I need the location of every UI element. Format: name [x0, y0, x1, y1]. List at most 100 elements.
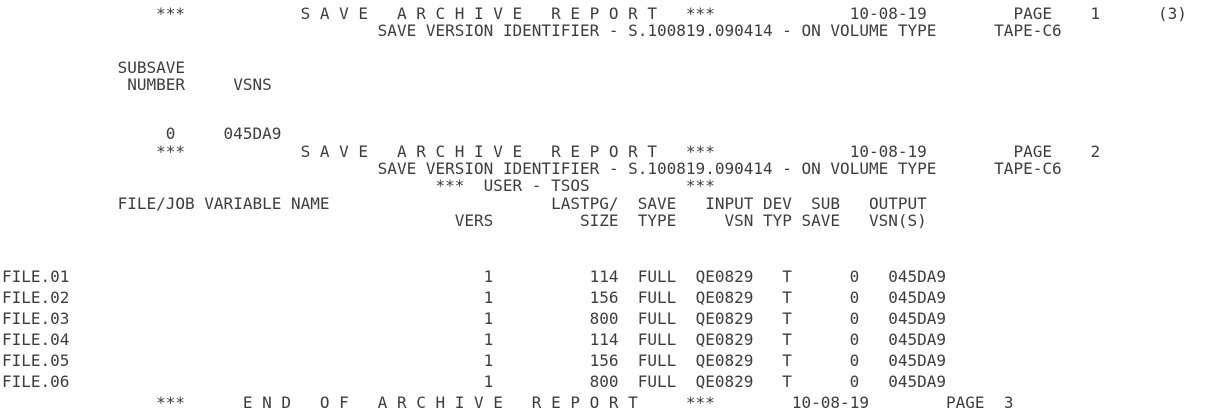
cell-sub-save: 0 — [849, 351, 860, 370]
user-stars-right: *** — [685, 176, 715, 195]
footer-text: E N D O F A R C H I V E R E P O R T — [242, 393, 638, 412]
volume-type: TAPE-C6 — [994, 21, 1062, 40]
cell-vers: 1 — [483, 288, 494, 307]
table-row: FILE.01 1 114 FULL QE0829 T 0 045DA9 — [2, 268, 1208, 285]
cell-input-vsn: QE0829 — [695, 288, 754, 307]
cell-size: 114 — [589, 267, 619, 286]
cell-save-type: FULL — [637, 288, 677, 307]
cell-output-vsn: 045DA9 — [888, 351, 947, 370]
footer-stars-left: *** — [156, 393, 186, 412]
user-line: *** USER - TSOS *** — [2, 177, 1208, 194]
cell-sub-save: 0 — [849, 372, 860, 391]
col-header-typ: TYP — [762, 211, 792, 230]
cell-vers: 1 — [483, 267, 494, 286]
title-stars-right: *** — [685, 4, 715, 23]
col-header-vers: VERS — [454, 211, 494, 230]
cell-file-name: FILE.05 — [2, 351, 70, 370]
cell-input-vsn: QE0829 — [695, 330, 754, 349]
cell-dev-typ: T — [782, 330, 792, 349]
col-header-vsns: VSN(S) — [868, 211, 927, 230]
table-row: FILE.03 1 800 FULL QE0829 T 0 045DA9 — [2, 310, 1208, 327]
col-header-output: OUTPUT — [868, 194, 927, 213]
cell-size: 156 — [589, 351, 619, 370]
cell-size: 800 — [589, 309, 619, 328]
cell-file-name: FILE.02 — [2, 288, 70, 307]
title-stars-left: *** — [156, 142, 186, 161]
subsave-label: SUBSAVE — [117, 58, 186, 77]
subsave-label-line1: SUBSAVE — [2, 59, 1208, 76]
title-stars-right: *** — [685, 142, 715, 161]
cell-input-vsn: QE0829 — [695, 267, 754, 286]
volume-type: TAPE-C6 — [994, 159, 1062, 178]
cell-save-type: FULL — [637, 309, 677, 328]
cell-output-vsn: 045DA9 — [888, 330, 947, 349]
cell-size: 114 — [589, 330, 619, 349]
cell-file-name: FILE.01 — [2, 267, 70, 286]
save-version-identifier: SAVE VERSION IDENTIFIER - S.100819.09041… — [377, 159, 937, 178]
number-label: NUMBER — [127, 75, 186, 94]
cell-size: 800 — [589, 372, 619, 391]
cell-save-type: FULL — [637, 330, 677, 349]
cell-vers: 1 — [483, 330, 494, 349]
table-header-row2: VERS SIZE TYPE VSN TYP SAVE VSN(S) — [2, 212, 1208, 229]
cell-file-name: FILE.06 — [2, 372, 70, 391]
user-id: USER - TSOS — [483, 176, 590, 195]
cell-file-name: FILE.04 — [2, 330, 70, 349]
col-header-dev: DEV — [762, 194, 792, 213]
col-header-file-name: FILE/JOB VARIABLE NAME — [117, 194, 330, 213]
cell-vers: 1 — [483, 372, 494, 391]
table-row: FILE.05 1 156 FULL QE0829 T 0 045DA9 — [2, 352, 1208, 369]
cell-sub-save: 0 — [849, 330, 860, 349]
col-header-input: INPUT — [705, 194, 754, 213]
table-row: FILE.04 1 114 FULL QE0829 T 0 045DA9 — [2, 331, 1208, 348]
col-header-sub: SUB — [811, 194, 841, 213]
cell-sub-save: 0 — [849, 288, 860, 307]
col-header-lastpg: LASTPG/ — [551, 194, 619, 213]
col-header-size: SIZE — [579, 211, 619, 230]
save-version-identifier: SAVE VERSION IDENTIFIER - S.100819.09041… — [377, 21, 937, 40]
cell-dev-typ: T — [782, 351, 792, 370]
page1-title-line: *** S A V E A R C H I V E R E P O R T **… — [2, 5, 1208, 22]
cell-dev-typ: T — [782, 309, 792, 328]
cell-dev-typ: T — [782, 267, 792, 286]
report-date: 10-08-19 — [849, 142, 927, 161]
report-title: S A V E A R C H I V E R E P O R T — [300, 142, 658, 161]
footer-line: *** E N D O F A R C H I V E R E P O R T … — [2, 394, 1208, 411]
table-row: FILE.02 1 156 FULL QE0829 T 0 045DA9 — [2, 289, 1208, 306]
cell-sub-save: 0 — [849, 309, 860, 328]
cell-dev-typ: T — [782, 288, 792, 307]
col-header-vsn: VSN — [724, 211, 754, 230]
copies-count: (3) — [1157, 4, 1187, 23]
footer-page-label: PAGE — [946, 393, 985, 412]
cell-output-vsn: 045DA9 — [888, 309, 947, 328]
cell-file-name: FILE.03 — [2, 309, 70, 328]
cell-vers: 1 — [483, 351, 494, 370]
page-number: 1 — [1090, 4, 1101, 23]
page2-title-line: *** S A V E A R C H I V E R E P O R T **… — [2, 143, 1208, 160]
cell-sub-save: 0 — [849, 267, 860, 286]
cell-size: 156 — [589, 288, 619, 307]
cell-save-type: FULL — [637, 267, 677, 286]
page-label: PAGE — [1013, 4, 1052, 23]
cell-input-vsn: QE0829 — [695, 372, 754, 391]
col-header-type: TYPE — [637, 211, 677, 230]
cell-output-vsn: 045DA9 — [888, 288, 947, 307]
cell-input-vsn: QE0829 — [695, 309, 754, 328]
col-header-subsave: SAVE — [801, 211, 841, 230]
cell-output-vsn: 045DA9 — [888, 372, 947, 391]
page1-identifier-line: SAVE VERSION IDENTIFIER - S.100819.09041… — [2, 22, 1208, 39]
col-header-save: SAVE — [637, 194, 677, 213]
table-header-row1: FILE/JOB VARIABLE NAME LASTPG/ SAVE INPU… — [2, 195, 1208, 212]
cell-save-type: FULL — [637, 372, 677, 391]
table-row: FILE.06 1 800 FULL QE0829 T 0 045DA9 — [2, 373, 1208, 390]
report-title: S A V E A R C H I V E R E P O R T — [300, 4, 658, 23]
cell-vers: 1 — [483, 309, 494, 328]
subsave-label-line2: NUMBER VSNS — [2, 76, 1208, 93]
cell-dev-typ: T — [782, 372, 792, 391]
footer-date: 10-08-19 — [791, 393, 869, 412]
page-label: PAGE — [1013, 142, 1052, 161]
user-stars-left: *** — [435, 176, 465, 195]
subsave-number: 0 — [165, 124, 176, 143]
subsave-row: 0 045DA9 — [2, 125, 1208, 142]
